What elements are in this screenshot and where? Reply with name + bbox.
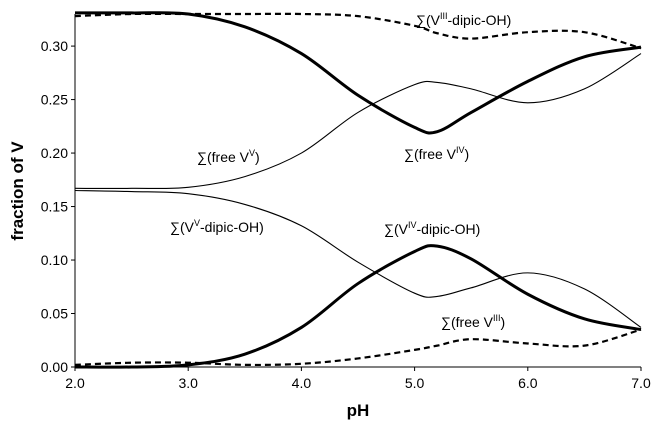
x-tick-label: 6.0 [518, 375, 538, 391]
series-line-free-v3 [74, 328, 642, 367]
x-tick-label: 5.0 [405, 375, 425, 391]
y-tick-label: 0.20 [41, 145, 68, 161]
y-tick-label: 0.30 [41, 38, 68, 54]
x-tick-label: 4.0 [292, 375, 312, 391]
annotation-v4-dipic-oh: ∑(VIV-dipic-OH) [384, 220, 480, 237]
annotation-free-v4: ∑(free VIV) [404, 145, 469, 162]
y-tick-label: 0.10 [41, 252, 68, 268]
series-line-v3-dipic-oh [74, 12, 642, 50]
annotation-v5-dipic-oh: ∑(VV-dipic-OH) [170, 218, 264, 235]
y-tick-label: 0.00 [41, 359, 68, 375]
x-tick-label: 7.0 [631, 375, 651, 391]
x-axis-title: pH [347, 401, 370, 420]
y-tick-label: 0.05 [41, 306, 68, 322]
y-tick-label: 0.15 [41, 199, 68, 215]
y-tick-label: 0.25 [41, 92, 68, 108]
annotation-free-v3: ∑(free VIII) [441, 313, 505, 330]
y-axis-title: fraction of V [8, 141, 27, 241]
annotation-v3-dipic-oh: ∑(VIII-dipic-OH) [416, 11, 511, 28]
annotation-free-v5: ∑(free VV) [197, 148, 260, 165]
series-line-v4-dipic-oh [74, 244, 642, 369]
series-line-free-v5 [74, 53, 642, 190]
series-line-v5-dipic-oh [74, 189, 642, 328]
x-tick-label: 3.0 [178, 375, 198, 391]
x-tick-label: 2.0 [65, 375, 85, 391]
